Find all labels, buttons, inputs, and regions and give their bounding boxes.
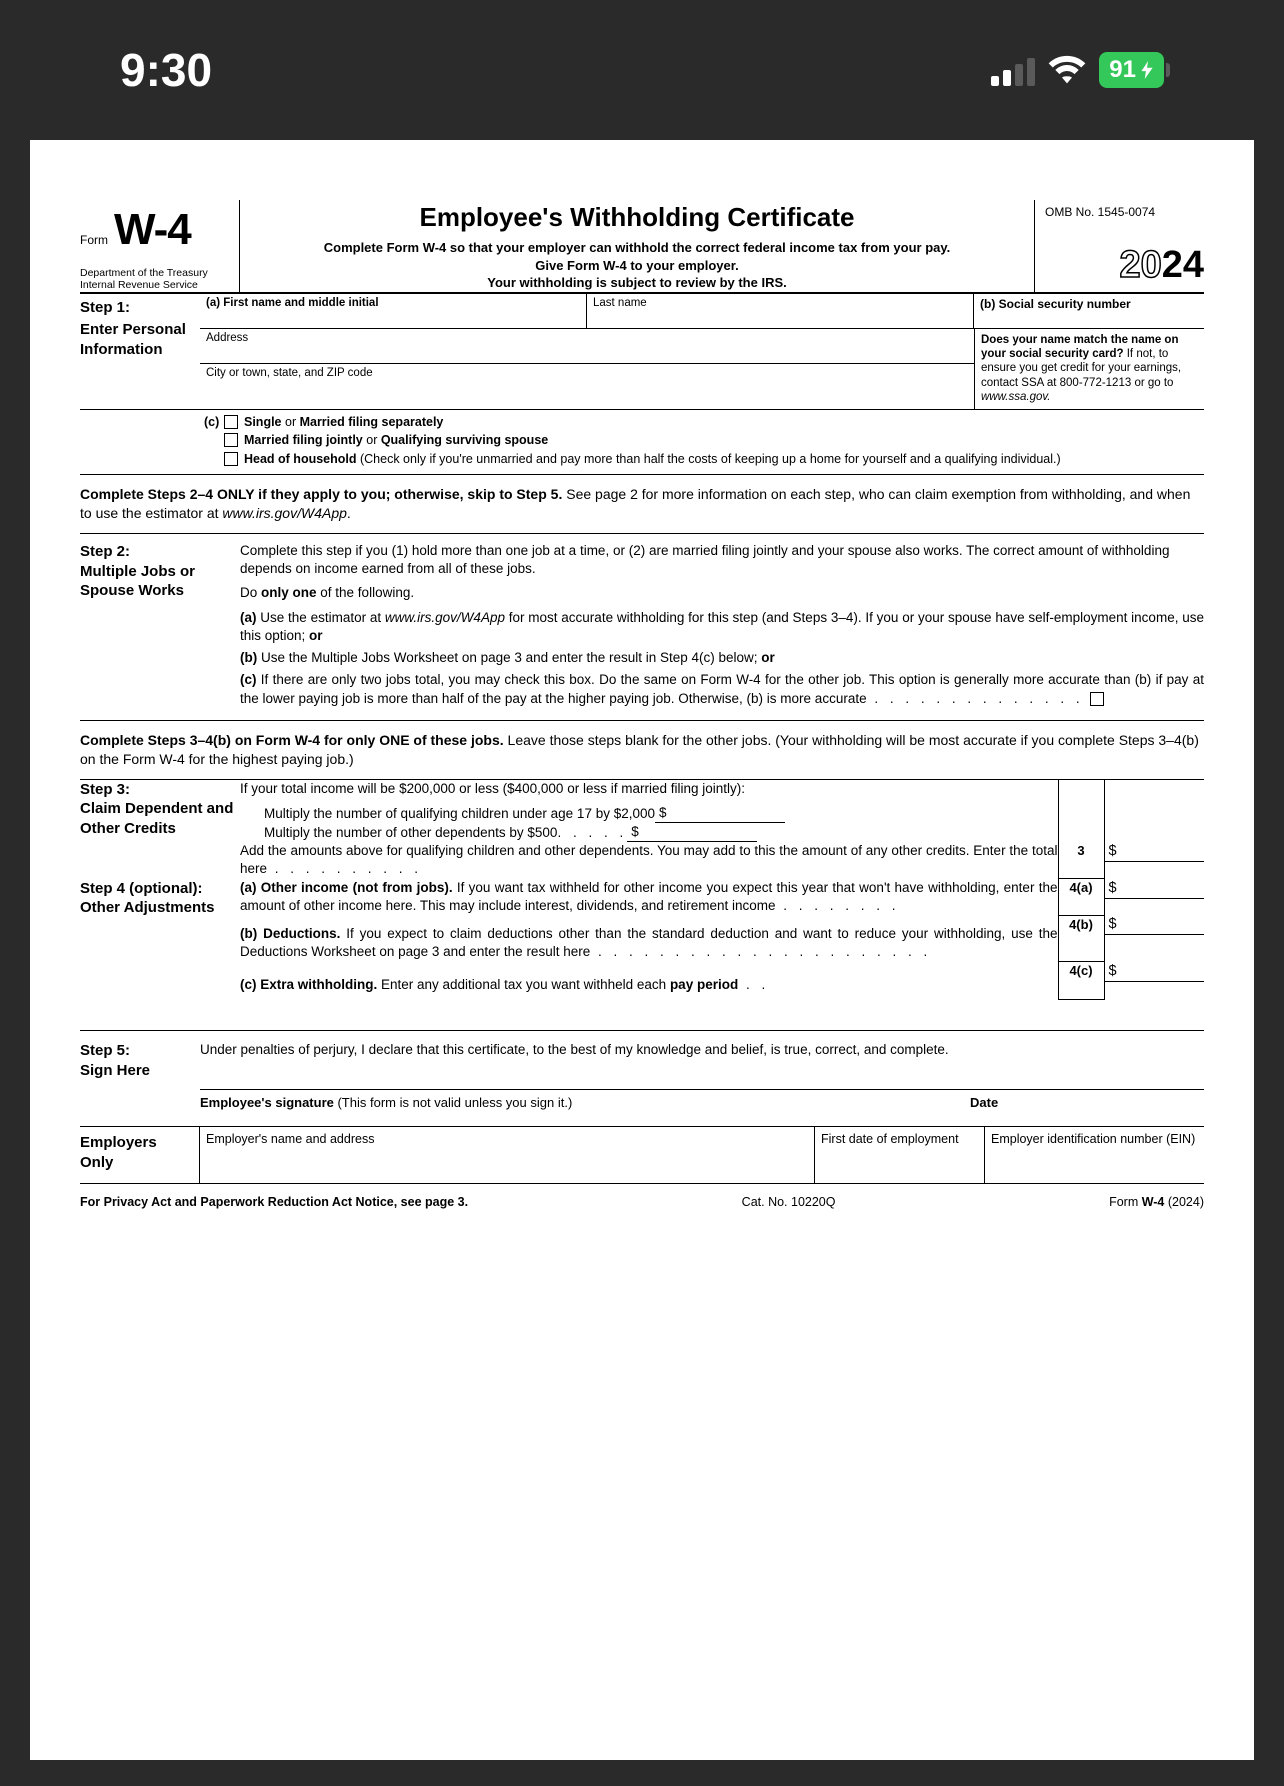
first-name-field[interactable]: (a) First name and middle initial [200, 294, 587, 328]
step2-body: Complete this step if you (1) hold more … [240, 542, 1204, 712]
header-right: OMB No. 1545-0074 2024 [1034, 200, 1204, 292]
employers-only: Employers Only Employer's name and addre… [80, 1127, 1204, 1184]
step2-label: Step 2: Multiple Jobs or Spouse Works [80, 542, 240, 712]
step3-step4: Step 3: Claim Dependent and Other Credit… [80, 780, 1204, 1001]
step4c-text: (c) Extra withholding. Enter any additio… [240, 962, 1058, 1000]
step3-label: Step 3: Claim Dependent and Other Credit… [80, 780, 240, 879]
step4-label: Step 4 (optional): Other Adjustments [80, 879, 240, 1000]
form-footer: For Privacy Act and Paperwork Reduction … [80, 1184, 1204, 1211]
address-field[interactable]: Address [200, 329, 974, 363]
last-name-field[interactable]: Last name [587, 294, 974, 328]
form-revision: Form W-4 (2024) [1109, 1194, 1204, 1211]
step5-label: Step 5: Sign Here [80, 1041, 200, 1116]
form-title: Employee's Withholding Certificate [250, 200, 1024, 235]
first-date-field[interactable]: First date of employment [814, 1127, 984, 1183]
line3-amount[interactable]: $ [1105, 842, 1205, 862]
instructions-2-4: Complete Steps 2–4 ONLY if they apply to… [80, 475, 1204, 534]
header-left: Form W-4 Department of the Treasury Inte… [80, 200, 240, 292]
form-sub2: Give Form W-4 to your employer. [250, 257, 1024, 275]
step4a-text: (a) Other income (not from jobs). If you… [240, 879, 1058, 915]
status-icons: 91 [991, 52, 1164, 88]
line4c-number: 4(c) [1058, 962, 1104, 1000]
employer-name-field[interactable]: Employer's name and address [200, 1127, 814, 1183]
omb-number: OMB No. 1545-0074 [1045, 200, 1204, 220]
date-field[interactable]: Date [964, 1090, 1204, 1116]
line4a-amount[interactable]: $ [1105, 879, 1205, 899]
step1-fields: (a) First name and middle initial Last n… [200, 294, 1204, 409]
line4a-number: 4(a) [1058, 879, 1104, 915]
checkbox-icon[interactable] [224, 415, 238, 429]
form-sub1: Complete Form W-4 so that your employer … [250, 239, 1024, 257]
wifi-icon [1047, 55, 1087, 85]
status-bar: 9:30 91 [0, 0, 1284, 140]
step1: Step 1: Enter Personal Information (a) F… [80, 294, 1204, 410]
filing-single[interactable]: Single or Married filing separately [224, 414, 1204, 431]
cat-number: Cat. No. 10220Q [742, 1194, 836, 1211]
cellular-icon [991, 54, 1035, 86]
header-mid: Employee's Withholding Certificate Compl… [240, 200, 1034, 292]
signature-field[interactable]: Employee's signature (This form is not v… [200, 1090, 964, 1116]
children-amount[interactable]: $ [655, 804, 785, 823]
form-number: W-4 [114, 200, 191, 259]
step2-option-c: (c) If there are only two jobs total, yo… [240, 671, 1204, 707]
step2: Step 2: Multiple Jobs or Spouse Works Co… [80, 534, 1204, 721]
department-info: Department of the Treasury Internal Reve… [80, 267, 233, 292]
step3-line2: Multiply the number of qualifying childr… [240, 804, 1058, 823]
step3-line4: Add the amounts above for qualifying chi… [240, 842, 1058, 878]
form-header: Form W-4 Department of the Treasury Inte… [80, 200, 1204, 294]
filing-c-label: (c) [200, 414, 224, 471]
form-year: 2024 [1045, 240, 1204, 291]
checkbox-icon[interactable] [224, 452, 238, 466]
step4b-text: (b) Deductions. If you expect to claim d… [240, 915, 1058, 961]
line3-number: 3 [1058, 842, 1104, 878]
step2c-checkbox[interactable] [1090, 692, 1104, 706]
battery-indicator: 91 [1099, 52, 1164, 88]
step5-body: Under penalties of perjury, I declare th… [200, 1041, 1204, 1116]
line4b-amount[interactable]: $ [1105, 915, 1205, 935]
signature-row: Employee's signature (This form is not v… [200, 1089, 1204, 1116]
line4b-number: 4(b) [1058, 915, 1104, 961]
step1-label: Step 1: Enter Personal Information [80, 294, 200, 409]
city-field[interactable]: City or town, state, and ZIP code [200, 364, 974, 394]
filing-mfj[interactable]: Married filing jointly or Qualifying sur… [224, 432, 1204, 449]
dependents-amount[interactable]: $ [627, 823, 757, 842]
status-time: 9:30 [120, 43, 212, 97]
filing-status: (c) Single or Married filing separately … [80, 410, 1204, 476]
checkbox-icon[interactable] [224, 433, 238, 447]
instructions-3-4b: Complete Steps 3–4(b) on Form W-4 for on… [80, 721, 1204, 780]
employers-label: Employers Only [80, 1127, 200, 1183]
form-sub3: Your withholding is subject to review by… [250, 274, 1024, 292]
battery-level: 91 [1109, 56, 1136, 84]
step3-line3: Multiply the number of other dependents … [240, 823, 1058, 842]
privacy-notice: For Privacy Act and Paperwork Reduction … [80, 1194, 468, 1211]
line4c-amount[interactable]: $ [1105, 962, 1205, 982]
form-document: Form W-4 Department of the Treasury Inte… [30, 140, 1254, 1760]
step5: Step 5: Sign Here Under penalties of per… [80, 1030, 1204, 1127]
ssn-note: Does your name match the name on your so… [974, 329, 1204, 409]
form-word: Form [80, 232, 108, 248]
ein-field[interactable]: Employer identification number (EIN) [984, 1127, 1204, 1183]
charging-icon [1140, 61, 1154, 79]
filing-hoh[interactable]: Head of household (Check only if you're … [224, 451, 1204, 468]
ssn-field[interactable]: (b) Social security number [974, 294, 1204, 328]
